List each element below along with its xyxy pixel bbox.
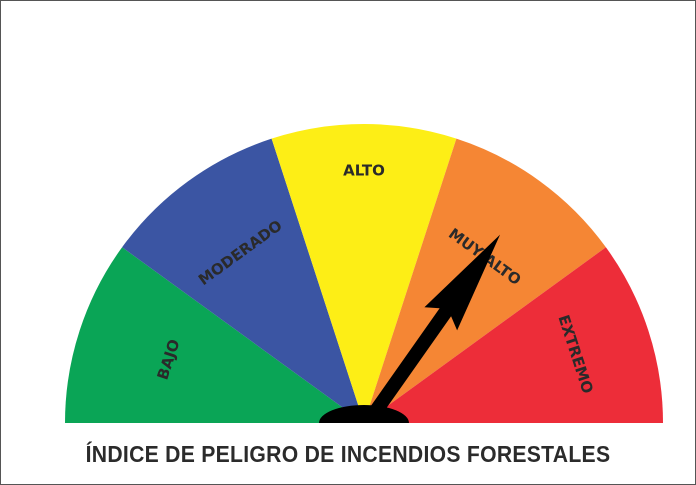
needle-arrow [367, 234, 501, 420]
gauge-segment-moderado [122, 138, 365, 423]
segment-label: ALTO [343, 162, 385, 180]
gauge-title: ÍNDICE DE PELIGRO DE INCENDIOS FORESTALE… [85, 441, 611, 467]
gauge-segment-bajo [65, 247, 364, 423]
gauge-segment-alto [271, 124, 457, 423]
gauge-segment-extremo [364, 247, 663, 423]
needle-hub [319, 405, 409, 423]
